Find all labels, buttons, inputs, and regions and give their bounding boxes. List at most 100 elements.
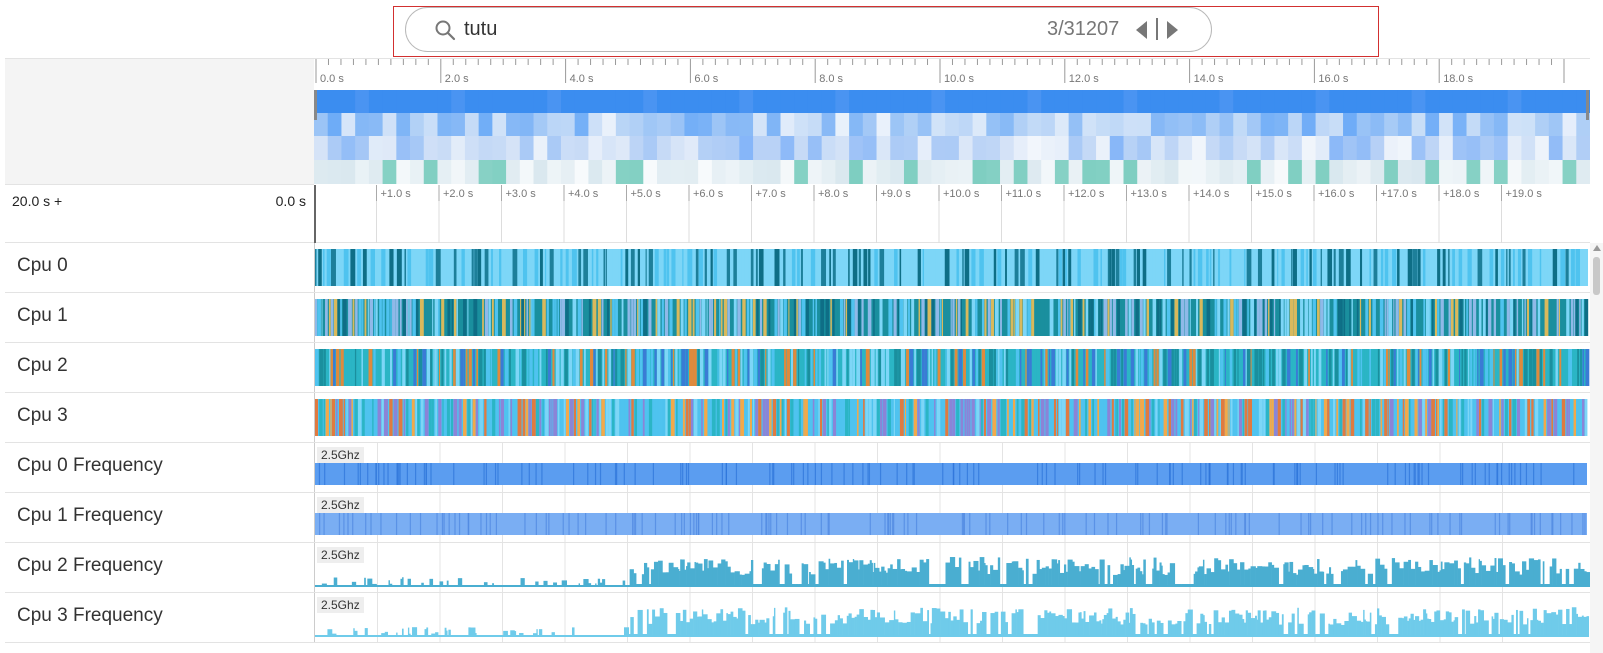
cpu-slice: [1501, 399, 1504, 436]
frequency-bar: [789, 573, 793, 587]
cpu-slice: [656, 349, 661, 386]
frequency-bar: [696, 616, 699, 637]
cpu-slice: [1008, 349, 1012, 386]
cpu-slice: [921, 299, 925, 336]
frequency-track[interactable]: 2.5Ghz: [314, 493, 1590, 542]
cpu-slice: [784, 349, 787, 386]
cpu-slice: [832, 349, 836, 386]
cpu-slice: [1585, 349, 1590, 386]
cpu-slice: [1122, 249, 1127, 286]
cpu-slice: [812, 399, 815, 436]
cpu-slice: [406, 349, 409, 386]
overview-cell: [821, 160, 836, 184]
cpu-slice: [1467, 249, 1472, 286]
frequency-change: [485, 463, 487, 485]
cpu-slice: [676, 299, 680, 336]
next-match-icon[interactable]: [1164, 20, 1180, 40]
scroll-up-icon[interactable]: [1593, 245, 1601, 251]
cpu-slice: [1345, 299, 1350, 336]
cpu-slice: [535, 399, 540, 436]
cpu-slice: [1435, 349, 1439, 386]
overview-cell: [1521, 136, 1536, 160]
frequency-change: [1169, 463, 1171, 485]
time-axis[interactable]: +1.0 s +2.0 s +3.0 s +4.0 s +5.0 s +6.0 s +7.0…: [314, 185, 1590, 243]
overview-cell: [629, 136, 644, 160]
cpu-track[interactable]: [314, 243, 1590, 292]
cpu-slice: [1213, 249, 1215, 286]
frequency-bar: [803, 564, 809, 587]
cpu-slice: [627, 349, 632, 386]
cpu-slice: [815, 349, 818, 386]
overview-cell: [657, 90, 672, 113]
overview-cell: [1521, 113, 1536, 136]
cpu-slice: [389, 249, 394, 286]
cpu-slice: [1499, 349, 1503, 386]
previous-match-icon[interactable]: [1134, 20, 1150, 40]
frequency-bar: [1156, 620, 1161, 637]
track-row[interactable]: Cpu 1 Frequency 2.5Ghz: [5, 493, 1590, 543]
overview-cell: [1192, 160, 1207, 184]
cpu-slice: [1275, 349, 1279, 386]
overview-cell: [903, 160, 919, 184]
frequency-bar: [1384, 568, 1388, 587]
cpu-slice: [597, 299, 602, 336]
frequency-bar: [707, 619, 712, 637]
track-row[interactable]: Cpu 0 Frequency 2.5Ghz: [5, 443, 1590, 493]
cpu-slice: [1175, 399, 1178, 436]
overview-cell: [1384, 113, 1399, 136]
cpu-track[interactable]: [314, 293, 1590, 342]
search-box[interactable]: 3/31207: [405, 7, 1212, 52]
frequency-change: [1315, 463, 1317, 485]
frequency-change: [793, 463, 795, 485]
cpu-slice: [518, 249, 520, 286]
frequency-track[interactable]: 2.5Ghz: [314, 543, 1592, 592]
cpu-slice: [330, 399, 332, 436]
cpu-slice: [444, 299, 447, 336]
overview-cell: [602, 160, 617, 184]
cpu-slice: [657, 299, 661, 336]
cpu-slice: [1395, 299, 1399, 336]
cpu-slice: [1552, 249, 1558, 286]
frequency-bar: [870, 609, 874, 637]
overview-cell: [876, 90, 891, 113]
search-input[interactable]: [464, 16, 964, 42]
frequency-change: [318, 463, 321, 485]
overview-cell: [1205, 136, 1221, 160]
cpu-slice: [1008, 399, 1012, 436]
cpu-slice: [494, 299, 499, 336]
vertical-scrollbar[interactable]: [1590, 243, 1603, 653]
frequency-change: [406, 463, 408, 485]
cpu-slice: [719, 349, 722, 386]
overview-cell: [1425, 160, 1440, 184]
frequency-track[interactable]: 2.5Ghz: [314, 593, 1590, 642]
cpu-track[interactable]: [314, 393, 1590, 442]
cpu-slice: [601, 299, 604, 336]
frequency-bar: [1471, 567, 1476, 587]
cpu-slice: [434, 349, 437, 386]
cpu-track[interactable]: [314, 343, 1590, 392]
frequency-track[interactable]: 2.5Ghz: [314, 443, 1590, 492]
cpu-slice: [575, 349, 580, 386]
frequency-bar: [1169, 563, 1176, 587]
frequency-change: [1094, 463, 1096, 485]
cpu-slice: [605, 399, 609, 436]
cpu-slice: [1101, 349, 1104, 386]
cpu-slice: [1327, 249, 1333, 286]
cpu-slice: [1304, 299, 1309, 336]
overview-cell: [643, 90, 658, 113]
track-row[interactable]: Cpu 2 Frequency 2.5Ghz: [5, 543, 1592, 593]
track-row[interactable]: Cpu 3: [5, 393, 1590, 443]
overview-timeline[interactable]: 0.0 s 2.0 s 4.0 s 6.0 s 8.0 s 10.0 s 12.0 s 14.…: [314, 58, 1590, 185]
scrollbar-thumb[interactable]: [1593, 257, 1600, 295]
track-row[interactable]: Cpu 3 Frequency 2.5Ghz: [5, 593, 1590, 643]
overview-heatmap[interactable]: [314, 90, 1590, 185]
track-row[interactable]: Cpu 1: [5, 293, 1590, 343]
cpu-slice: [1576, 399, 1581, 436]
frequency-bar: [1348, 612, 1352, 637]
frequency-bar: [1159, 562, 1162, 587]
track-row[interactable]: Cpu 2: [5, 343, 1590, 393]
cpu-slice: [1098, 349, 1101, 386]
frequency-bar: [1171, 624, 1176, 637]
track-row[interactable]: Cpu 0: [5, 243, 1590, 293]
frequency-change: [1230, 513, 1232, 535]
